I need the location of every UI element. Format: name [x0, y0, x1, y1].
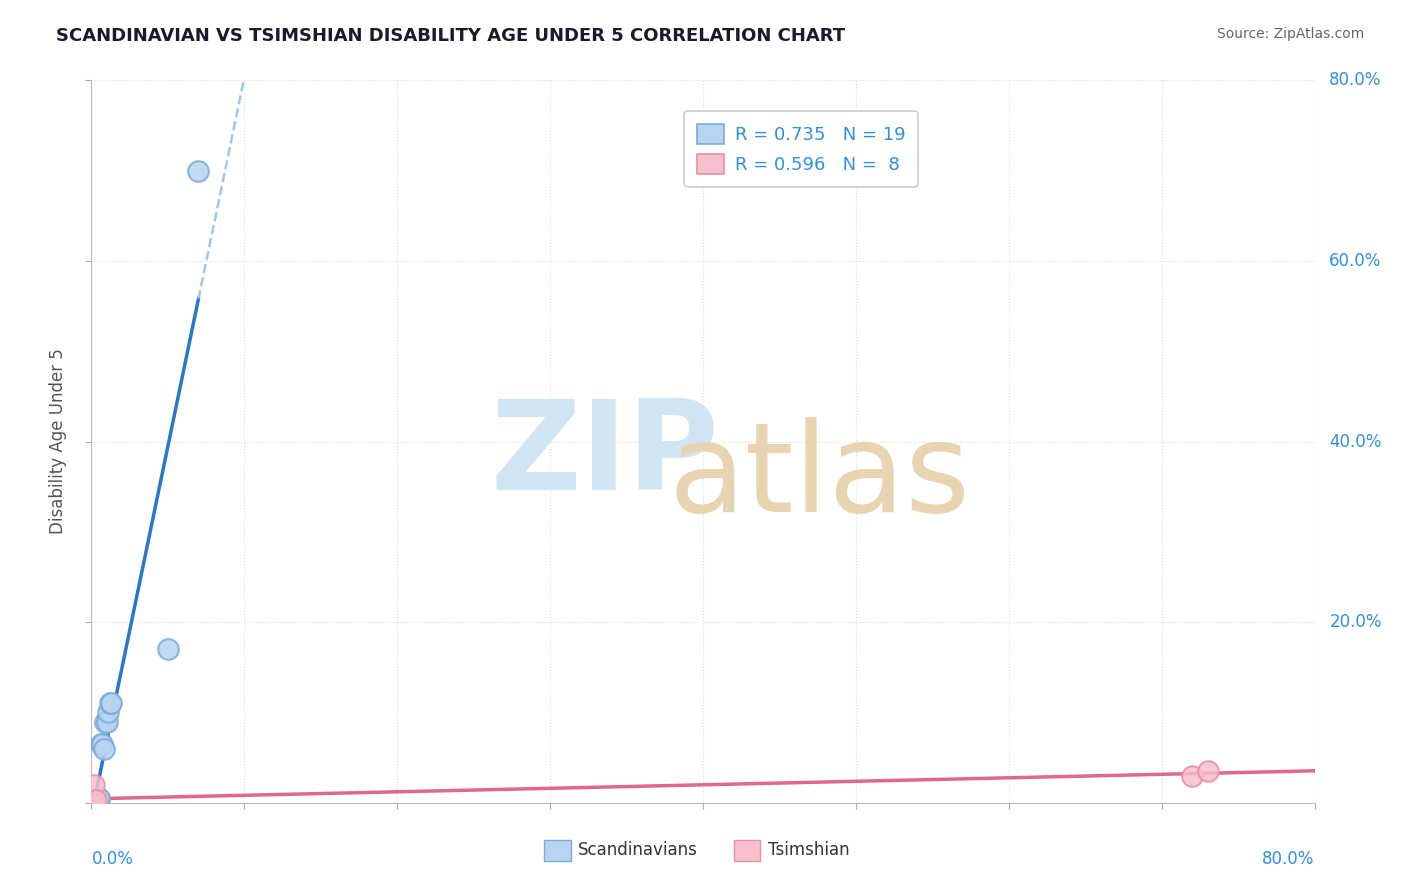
Text: ZIP: ZIP: [491, 395, 720, 516]
Text: 20.0%: 20.0%: [1329, 613, 1382, 632]
Point: [1197, 764, 1219, 779]
Point: [98, 697, 121, 711]
Text: Scandinavians: Scandinavians: [578, 841, 699, 859]
Point: [87, 792, 110, 806]
Point: [83, 796, 105, 810]
Point: [156, 642, 179, 657]
Point: [93, 741, 115, 756]
Legend: R = 0.735   N = 19, R = 0.596   N =  8: R = 0.735 N = 19, R = 0.596 N = 8: [683, 111, 918, 187]
Text: 80.0%: 80.0%: [1263, 850, 1315, 868]
Text: 0.0%: 0.0%: [91, 850, 134, 868]
Point: [84, 793, 107, 807]
Point: [84, 795, 107, 809]
FancyBboxPatch shape: [544, 840, 571, 861]
Point: [80, 796, 103, 810]
Point: [83, 795, 105, 809]
Point: [84, 796, 107, 810]
Point: [187, 163, 209, 178]
Point: [90, 737, 112, 751]
Text: 40.0%: 40.0%: [1329, 433, 1382, 450]
Point: [83, 793, 105, 807]
Point: [83, 778, 105, 792]
Point: [96, 714, 118, 729]
Text: 60.0%: 60.0%: [1329, 252, 1382, 270]
Point: [82, 795, 104, 809]
Y-axis label: Disability Age Under 5: Disability Age Under 5: [49, 349, 67, 534]
Point: [82, 796, 104, 810]
Point: [91, 737, 114, 751]
Point: [87, 791, 110, 805]
Point: [82, 796, 104, 810]
Point: [86, 793, 108, 807]
FancyBboxPatch shape: [734, 840, 761, 861]
Text: 80.0%: 80.0%: [1329, 71, 1382, 89]
Point: [100, 697, 122, 711]
Text: Tsimshian: Tsimshian: [768, 841, 849, 859]
Point: [1181, 769, 1204, 783]
Point: [86, 794, 108, 808]
Text: Source: ZipAtlas.com: Source: ZipAtlas.com: [1216, 27, 1364, 41]
Point: [94, 714, 117, 729]
Text: SCANDINAVIAN VS TSIMSHIAN DISABILITY AGE UNDER 5 CORRELATION CHART: SCANDINAVIAN VS TSIMSHIAN DISABILITY AGE…: [56, 27, 845, 45]
Text: atlas: atlas: [668, 417, 970, 538]
Point: [97, 706, 120, 720]
